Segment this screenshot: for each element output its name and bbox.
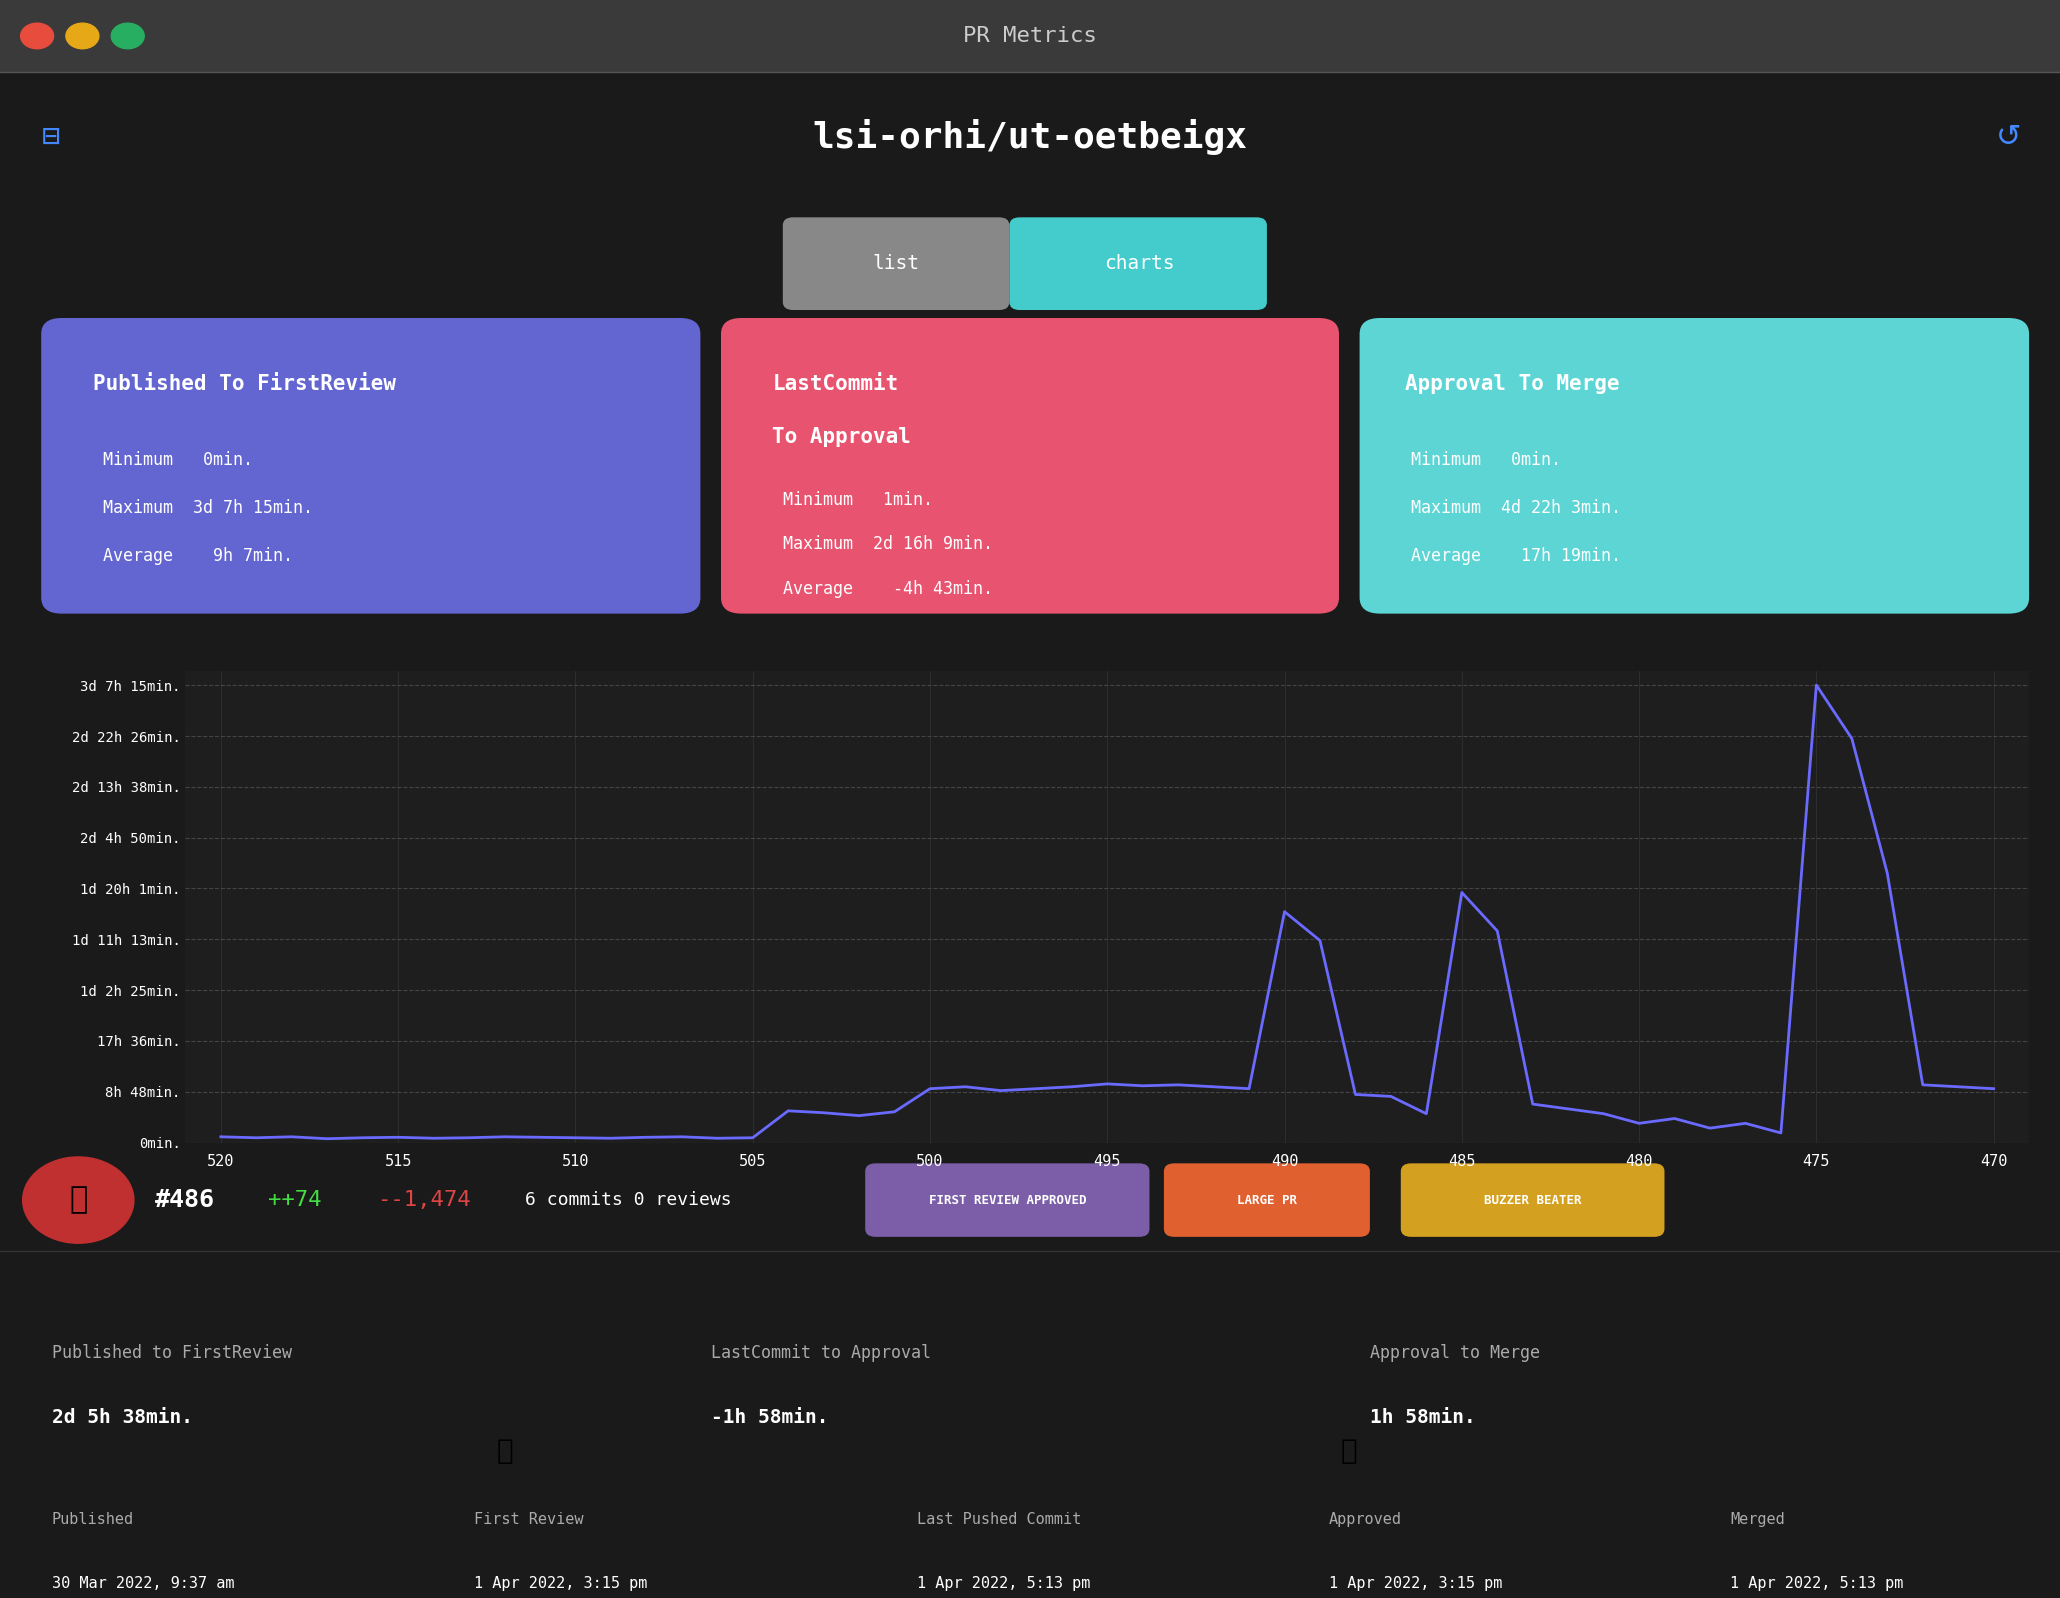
Text: 1 Apr 2022, 3:15 pm: 1 Apr 2022, 3:15 pm <box>474 1576 647 1590</box>
Text: Approved: Approved <box>1329 1512 1401 1526</box>
Text: ↺: ↺ <box>1996 123 2021 152</box>
Text: lsi-orhi/ut-oetbeigx: lsi-orhi/ut-oetbeigx <box>812 120 1248 155</box>
Text: 1 Apr 2022, 5:13 pm: 1 Apr 2022, 5:13 pm <box>1730 1576 1903 1590</box>
Text: 👾: 👾 <box>1341 1437 1358 1465</box>
Text: Average    17h 19min.: Average 17h 19min. <box>1411 547 1621 564</box>
Text: Merged: Merged <box>1730 1512 1786 1526</box>
Text: BUZZER BEATER: BUZZER BEATER <box>1483 1194 1582 1206</box>
Text: LARGE PR: LARGE PR <box>1236 1194 1298 1206</box>
Text: Minimum   1min.: Minimum 1min. <box>783 491 933 508</box>
Text: PR Metrics: PR Metrics <box>964 26 1096 46</box>
Text: Published: Published <box>52 1512 134 1526</box>
FancyBboxPatch shape <box>1009 217 1267 310</box>
Circle shape <box>111 22 144 48</box>
Text: First Review: First Review <box>474 1512 583 1526</box>
Text: ++74: ++74 <box>268 1191 321 1210</box>
FancyBboxPatch shape <box>1164 1163 1370 1237</box>
Text: Average    -4h 43min.: Average -4h 43min. <box>783 580 993 598</box>
Text: 2d 5h 38min.: 2d 5h 38min. <box>52 1408 192 1427</box>
Text: Approval to Merge: Approval to Merge <box>1370 1344 1541 1361</box>
FancyBboxPatch shape <box>0 1154 2060 1246</box>
Text: Maximum  2d 16h 9min.: Maximum 2d 16h 9min. <box>783 535 993 553</box>
Text: #486: #486 <box>154 1187 214 1213</box>
Text: --1,474: --1,474 <box>377 1191 470 1210</box>
Text: LastCommit: LastCommit <box>772 374 898 395</box>
Text: To Approval: To Approval <box>772 427 911 447</box>
Text: LastCommit to Approval: LastCommit to Approval <box>711 1344 931 1361</box>
Circle shape <box>66 22 99 48</box>
Text: Average    9h 7min.: Average 9h 7min. <box>103 547 293 564</box>
Text: 👾: 👾 <box>70 1186 87 1214</box>
Text: charts: charts <box>1104 254 1174 273</box>
Text: 1 Apr 2022, 3:15 pm: 1 Apr 2022, 3:15 pm <box>1329 1576 1502 1590</box>
Text: Maximum  3d 7h 15min.: Maximum 3d 7h 15min. <box>103 499 313 516</box>
Text: Published To FirstReview: Published To FirstReview <box>93 374 396 395</box>
Text: FIRST REVIEW APPROVED: FIRST REVIEW APPROVED <box>929 1194 1086 1206</box>
Text: Published to FirstReview: Published to FirstReview <box>52 1344 293 1361</box>
FancyBboxPatch shape <box>783 217 1009 310</box>
Text: 1h 58min.: 1h 58min. <box>1370 1408 1475 1427</box>
Text: Minimum   0min.: Minimum 0min. <box>103 451 253 468</box>
Text: 6 commits 0 reviews: 6 commits 0 reviews <box>525 1191 731 1210</box>
FancyBboxPatch shape <box>865 1163 1149 1237</box>
Text: ⊟: ⊟ <box>43 123 60 152</box>
Text: list: list <box>873 254 919 273</box>
Text: Minimum   0min.: Minimum 0min. <box>1411 451 1561 468</box>
Text: Last Pushed Commit: Last Pushed Commit <box>917 1512 1082 1526</box>
FancyBboxPatch shape <box>41 318 700 614</box>
Circle shape <box>21 22 54 48</box>
FancyBboxPatch shape <box>0 0 2060 72</box>
Text: 👾: 👾 <box>496 1437 513 1465</box>
Text: Approval To Merge: Approval To Merge <box>1405 374 1619 395</box>
FancyBboxPatch shape <box>1360 318 2029 614</box>
FancyBboxPatch shape <box>1401 1163 1664 1237</box>
Text: -1h 58min.: -1h 58min. <box>711 1408 828 1427</box>
Text: Maximum  4d 22h 3min.: Maximum 4d 22h 3min. <box>1411 499 1621 516</box>
Text: 1 Apr 2022, 5:13 pm: 1 Apr 2022, 5:13 pm <box>917 1576 1090 1590</box>
FancyBboxPatch shape <box>721 318 1339 614</box>
Circle shape <box>23 1157 134 1243</box>
Text: 30 Mar 2022, 9:37 am: 30 Mar 2022, 9:37 am <box>52 1576 235 1590</box>
